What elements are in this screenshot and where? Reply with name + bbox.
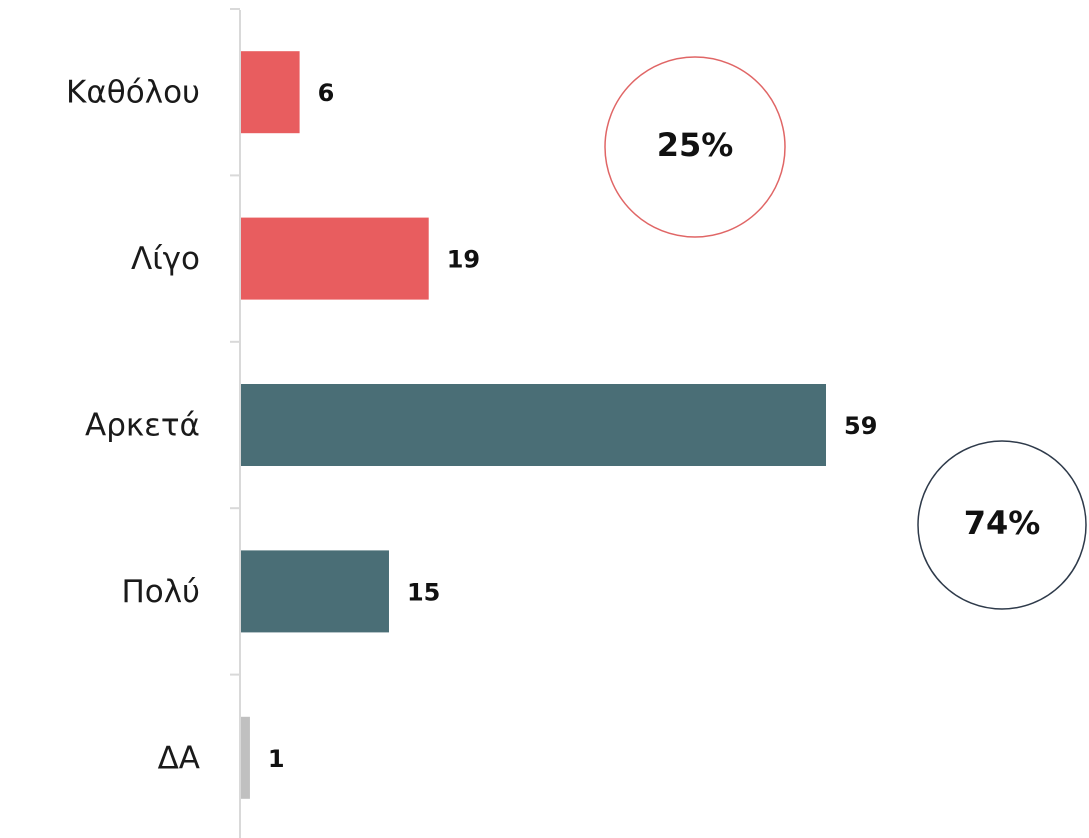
annotation-text: 74% [964,504,1041,542]
bar [241,550,389,633]
bar [241,716,250,799]
annotation-circle [604,56,786,238]
data-label: 59 [844,412,877,440]
data-label: 19 [447,246,480,274]
category-label: Αρκετά [85,408,200,444]
annotation-text: 25% [657,126,734,164]
bar [241,51,300,134]
category-label: Καθόλου [66,75,200,111]
category-label: Πολύ [121,574,200,610]
category-label: Λίγο [131,241,200,277]
annotation-circle [917,440,1087,610]
bar [241,217,429,300]
bar [241,384,826,466]
category-label: ΔΑ [158,740,200,776]
data-label: 6 [318,79,335,107]
data-label: 15 [407,578,440,606]
data-label: 1 [268,745,285,773]
